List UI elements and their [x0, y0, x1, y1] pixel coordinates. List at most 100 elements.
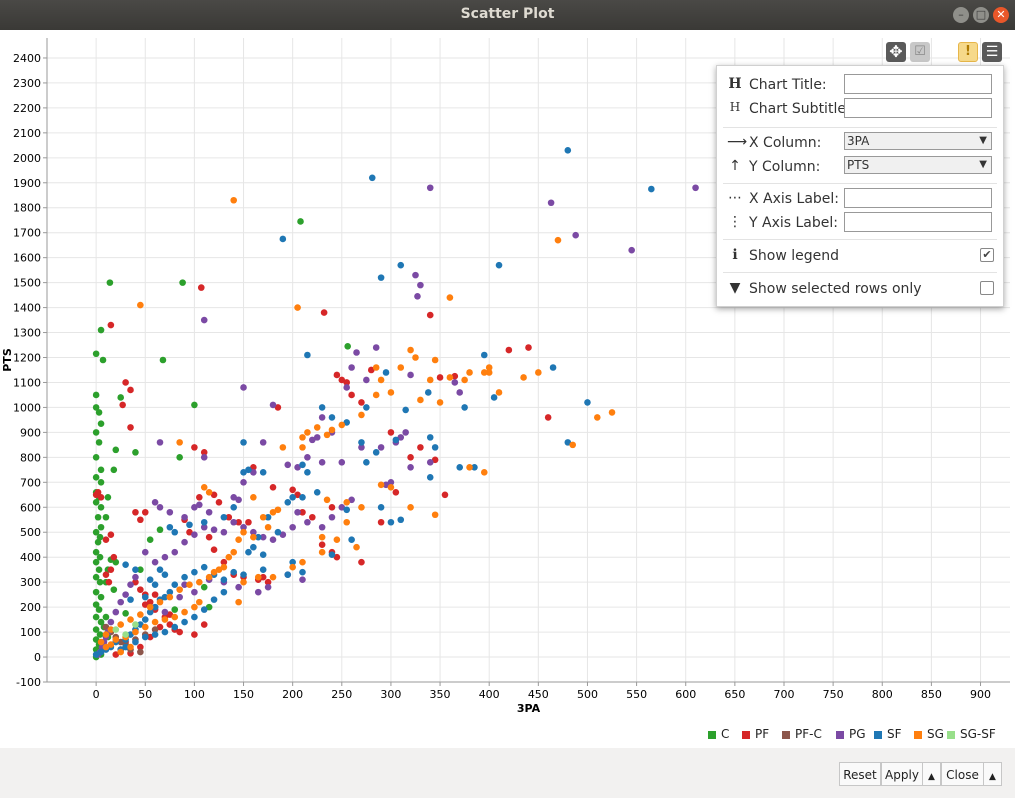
data-point-sg [535, 369, 542, 376]
data-point-pg [156, 503, 164, 511]
data-point-sg [225, 553, 233, 561]
data-point-sg [107, 626, 115, 633]
data-point-sg [343, 498, 351, 506]
legend-label: SF [887, 727, 902, 741]
data-point-sf [141, 616, 149, 623]
reset-button[interactable]: Reset [839, 762, 881, 786]
data-point-pf [105, 578, 113, 586]
data-point-sg [141, 623, 149, 631]
data-point-pg [692, 184, 699, 192]
data-point-c [96, 578, 104, 586]
arrow-right-icon: ⟶ [727, 134, 748, 150]
close-button[interactable]: Close [941, 762, 984, 786]
data-point-sg [446, 374, 454, 381]
data-point-pf [274, 404, 282, 411]
data-point-sg [412, 354, 419, 361]
x-tick-label: 400 [479, 688, 500, 701]
data-point-pg [338, 503, 346, 511]
pan-tool-button[interactable]: ✥ [886, 42, 906, 62]
data-point-sf [259, 551, 267, 558]
data-point-pg [191, 588, 198, 596]
info-icon: ℹ [732, 247, 738, 263]
select-tool-button[interactable]: ☑ [910, 42, 930, 62]
legend-item-pf[interactable]: PF [742, 727, 769, 741]
data-point-pf [525, 344, 532, 351]
legend-item-sg-sf[interactable]: SG-SF [947, 727, 996, 741]
data-point-pg [572, 231, 579, 239]
data-point-sf [328, 551, 336, 558]
legend-item-sg[interactable]: SG [914, 727, 944, 741]
data-point-sg [304, 429, 311, 436]
data-point-sf [141, 593, 149, 601]
data-point-pg [426, 184, 434, 192]
data-point-pf [146, 598, 154, 606]
x-tick-label: 600 [675, 688, 696, 701]
data-point-c [156, 526, 164, 534]
data-point-pf [358, 558, 365, 566]
data-point-sf [161, 593, 169, 601]
data-point-c [92, 613, 100, 621]
data-point-c [95, 606, 103, 613]
chart-menu-button[interactable]: ☰ [982, 42, 1002, 62]
data-point-pg [328, 513, 336, 521]
data-point-sf [181, 618, 188, 626]
data-point-c [179, 279, 186, 286]
data-point-pf [102, 536, 110, 544]
legend-item-pf-c[interactable]: PF-C [782, 727, 822, 741]
data-point-sf [279, 235, 287, 243]
show-legend-checkbox[interactable]: ✔ [980, 248, 994, 262]
maximize-button[interactable]: □ [973, 7, 989, 23]
data-point-pf [196, 493, 203, 501]
data-point-c [137, 566, 144, 573]
warning-button[interactable]: ! [958, 42, 978, 62]
data-point-c [92, 601, 100, 608]
data-point-sf [480, 351, 488, 359]
legend-label: PF [755, 727, 770, 741]
close-options-button[interactable]: ▲ [983, 762, 1002, 786]
data-point-pg [181, 513, 188, 521]
y-column-label: Y Column: [749, 159, 821, 175]
data-point-pf [358, 399, 365, 406]
dropdown-arrow-icon: ▼ [979, 159, 987, 170]
data-point-pg [191, 531, 198, 539]
data-point-sf [230, 568, 238, 576]
data-point-sf [368, 174, 376, 182]
selected-only-checkbox[interactable] [980, 281, 994, 295]
close-window-button[interactable]: ✕ [993, 7, 1009, 23]
data-point-sg [294, 304, 301, 311]
legend-swatch [947, 730, 955, 739]
x-column-select[interactable]: 3PA ▼ [844, 132, 992, 150]
x-axis-label-input[interactable] [844, 188, 992, 208]
data-point-pg [348, 364, 355, 371]
data-point-sg [299, 558, 306, 566]
x-tick-label: 250 [331, 688, 352, 701]
data-point-pg [343, 384, 351, 391]
legend-item-pg[interactable]: PG [836, 727, 866, 741]
plot-area[interactable]: -100 0 100 200 300 400 500 600 700 800 900 1000 1100… [0, 30, 1015, 748]
data-point-pf [392, 488, 400, 496]
chart-title-input[interactable] [844, 74, 992, 94]
data-point-pg [230, 493, 238, 501]
data-point-c [159, 356, 167, 364]
legend-item-sf[interactable]: SF [874, 727, 902, 741]
y-axis-label-input[interactable] [844, 212, 992, 232]
data-point-sg [161, 616, 169, 623]
data-point-sg [446, 294, 454, 301]
data-point-pf [367, 366, 375, 374]
apply-button[interactable]: Apply [881, 762, 923, 786]
y-tick-label: 500 [20, 526, 41, 539]
y-column-select[interactable]: PTS ▼ [844, 156, 992, 174]
data-point-sg [417, 396, 424, 404]
data-point-pg [181, 581, 188, 588]
data-point-pf [328, 503, 336, 511]
chart-subtitle-input[interactable] [844, 98, 992, 118]
data-point-pf [176, 628, 183, 636]
legend-item-c[interactable]: C [708, 727, 729, 741]
y-tick-label: 400 [20, 551, 41, 564]
dots-vertical-icon: ⋮ [728, 214, 742, 230]
apply-options-button[interactable]: ▲ [922, 762, 941, 786]
data-point-pf [191, 631, 198, 638]
data-point-pg [451, 379, 459, 386]
data-point-sg [102, 643, 110, 651]
minimize-button[interactable]: – [953, 7, 969, 23]
